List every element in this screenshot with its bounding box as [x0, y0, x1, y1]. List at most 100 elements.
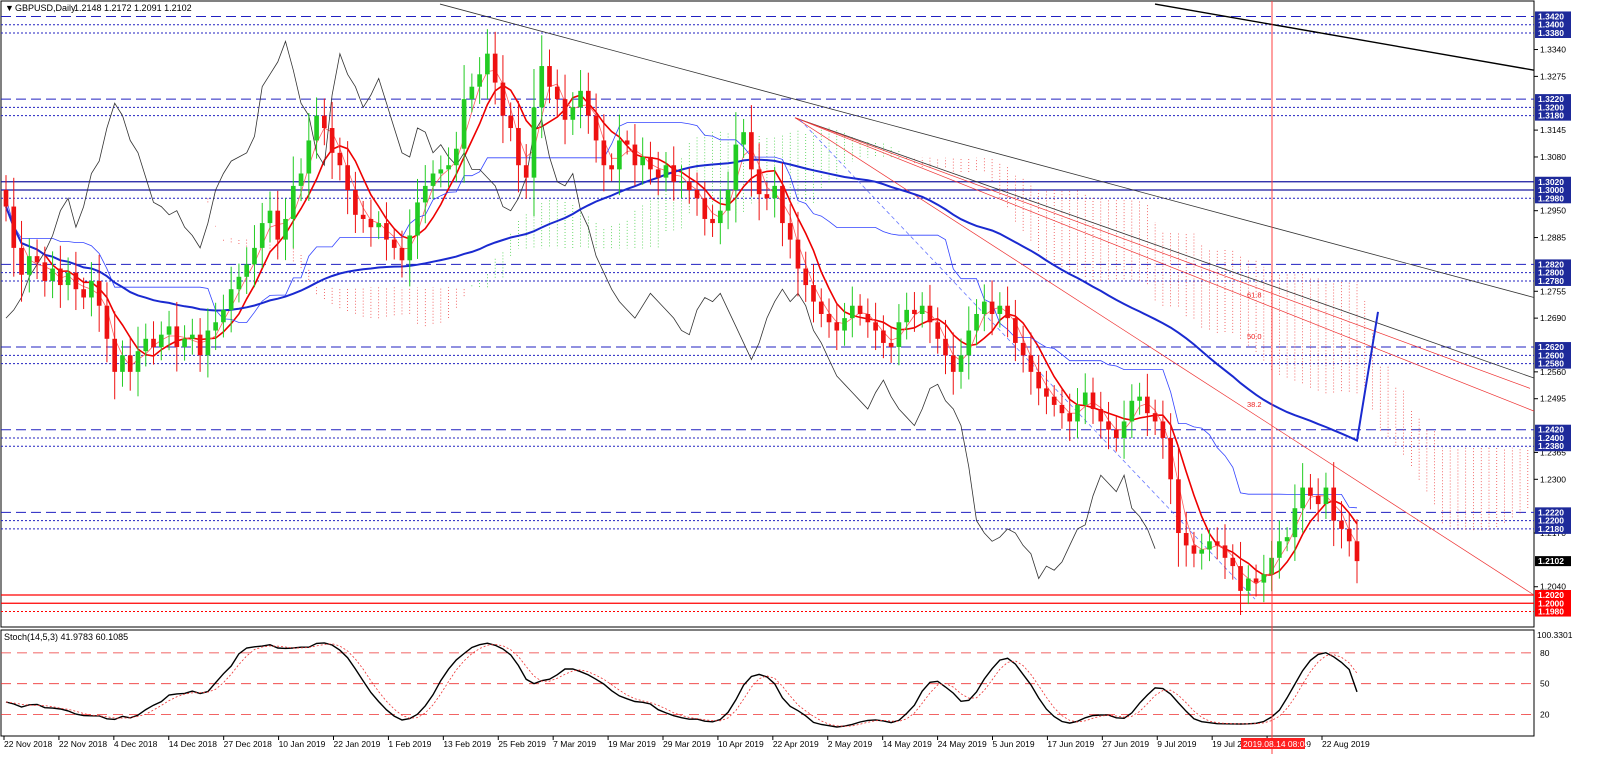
trendlines-layer: 61.8 50.0 38.2: [439, 3, 1535, 600]
candle-bull: [725, 190, 731, 211]
stochastic-label: Stoch(14,5,3) 41.9783 60.1085: [4, 632, 128, 642]
date-tick-label: 27 Jun 2019: [1102, 739, 1149, 749]
candle-bear: [989, 301, 995, 314]
candle-bear: [500, 82, 506, 116]
candle-bear: [764, 194, 770, 199]
level-price-box: [1535, 590, 1571, 601]
level-price-box: [1535, 342, 1571, 353]
stochastic-d-line: [5, 643, 1358, 727]
candle-bull: [89, 280, 94, 298]
candle-bull: [461, 99, 467, 149]
candle-bear: [353, 190, 358, 215]
fib-level-label: 50.0: [1247, 332, 1262, 341]
level-price-label: 1.3420: [1538, 11, 1564, 21]
level-price-box: [1535, 441, 1571, 452]
candle-bull: [50, 268, 55, 281]
level-price-label: 1.3380: [1538, 28, 1564, 38]
price-panel-frame: [0, 0, 1535, 628]
fib-fan-line-3: [794, 117, 1531, 389]
level-price-label: 1.2020: [1538, 590, 1564, 600]
candle-bear: [34, 256, 40, 263]
level-price-box: [1535, 27, 1571, 38]
candle-bear: [1191, 545, 1197, 554]
candle-bear: [943, 338, 948, 356]
level-price-box: [1535, 358, 1571, 369]
candle-bear: [151, 338, 156, 348]
price-tick-label: 1.2950: [1540, 206, 1566, 216]
candle-bull: [772, 185, 778, 199]
price-tick-label: 1.2560: [1540, 367, 1566, 377]
candle-bull: [1075, 404, 1080, 422]
candle-bull: [213, 322, 218, 331]
level-price-box: [1535, 515, 1571, 526]
candle-bear: [756, 169, 762, 195]
candle-bear: [1005, 305, 1010, 319]
candle-bear: [1106, 421, 1111, 430]
candle-bull: [290, 185, 296, 219]
candle-bear: [562, 99, 568, 120]
candle-bull: [244, 264, 250, 277]
level-price-box: [1535, 606, 1571, 617]
level-price-box: [1535, 267, 1571, 278]
level-price-label: 1.2580: [1538, 359, 1564, 369]
candle-bull: [1207, 541, 1212, 550]
candle-bull: [539, 66, 545, 108]
candle-bear: [337, 152, 343, 166]
date-tick-label: 24 May 2019: [938, 739, 987, 749]
date-tick-label: 2 May 2019: [828, 739, 873, 749]
candle-bull: [430, 173, 436, 186]
candle-bull: [531, 107, 537, 178]
candle-bear: [104, 305, 110, 339]
level-price-label: 1.2820: [1538, 259, 1564, 269]
stochastic-level-label: 20: [1540, 709, 1550, 719]
candle-bear: [1315, 495, 1321, 505]
candle-bear: [865, 314, 871, 323]
level-price-box: [1535, 350, 1571, 361]
candle-bear: [1113, 429, 1119, 438]
level-price-box: [1535, 176, 1571, 187]
candle-bear: [1090, 392, 1096, 410]
price-tick-label: 1.2300: [1540, 474, 1566, 484]
candle-bull: [958, 355, 964, 372]
candle-bear: [912, 309, 917, 314]
level-price-label: 1.2980: [1538, 193, 1564, 203]
candle-bear: [632, 144, 638, 166]
date-tick-label: 9 Jul 2019: [1157, 739, 1196, 749]
candle-bear: [655, 169, 661, 178]
candle-bull: [454, 148, 459, 166]
candle-bull: [252, 247, 257, 265]
candle-bull: [679, 181, 684, 183]
candle-bear: [1067, 413, 1073, 422]
candle-bear: [1160, 421, 1166, 438]
candle-bear: [1145, 396, 1150, 414]
candle-bear: [492, 53, 498, 83]
date-tick-label: 14 May 2019: [883, 739, 932, 749]
level-price-box: [1535, 193, 1571, 204]
fib-fan-line-2: [794, 117, 1535, 596]
candle-bear: [935, 322, 941, 339]
candle-bear: [516, 128, 521, 166]
candle-bull: [143, 338, 149, 352]
level-price-box: [1535, 94, 1571, 105]
candle-bear: [73, 272, 79, 290]
header-arrow-icon[interactable]: ▼: [5, 3, 14, 13]
level-price-label: 1.2200: [1538, 516, 1564, 526]
price-tick-label: 1.2755: [1540, 286, 1566, 296]
symbol-header: GBPUSD,Daily: [15, 3, 76, 13]
level-price-label: 1.2000: [1538, 598, 1564, 608]
level-price-box: [1535, 523, 1571, 534]
date-tick-label: 29 Mar 2019: [663, 739, 711, 749]
candle-bull: [485, 53, 490, 75]
candle-bull: [182, 338, 187, 348]
level-price-label: 1.1980: [1538, 607, 1564, 617]
candle-bear: [1020, 342, 1026, 356]
candle-bull: [842, 318, 847, 331]
candle-bear: [1222, 545, 1228, 558]
candle-bull: [190, 334, 195, 339]
candle-bear: [345, 165, 350, 191]
price-tick-label: 1.2690: [1540, 313, 1566, 323]
candle-bear: [811, 285, 816, 302]
current-price-box: [1535, 556, 1571, 567]
level-price-label: 1.2600: [1538, 350, 1564, 360]
